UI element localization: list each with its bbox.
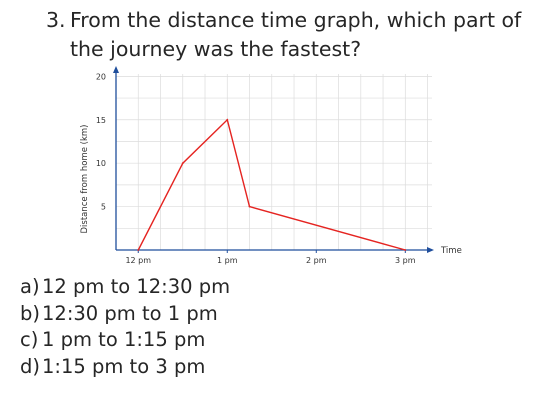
option-a-text: 12 pm to 12:30 pm — [42, 275, 231, 298]
x-tick-label: 3 pm — [395, 256, 416, 265]
question-line-2: the journey was the fastest? — [70, 37, 362, 61]
y-tick-label: 10 — [96, 159, 106, 168]
option-c[interactable]: c) 1 pm to 1:15 pm — [20, 327, 230, 354]
distance-time-chart-svg: 5 10 15 20 12 pm 1 pm 2 pm 3 pm Time Distance fro… — [80, 66, 462, 265]
data-point — [404, 249, 407, 251]
question-line-1: From the distance time graph, which part… — [70, 8, 522, 32]
answer-options: a) 12 pm to 12:30 pm b) 12:30 pm to 1 pm c… — [20, 274, 230, 380]
data-point — [226, 118, 229, 121]
option-c-letter: c) — [20, 328, 39, 351]
option-c-text: 1 pm to 1:15 pm — [42, 328, 206, 351]
y-axis-arrow-icon — [113, 66, 119, 73]
x-tick-label: 2 pm — [306, 256, 327, 265]
option-a-letter: a) — [20, 275, 40, 298]
x-axis-title: Time — [440, 246, 462, 256]
option-a[interactable]: a) 12 pm to 12:30 pm — [20, 274, 230, 301]
option-d[interactable]: d) 1:15 pm to 3 pm — [20, 354, 230, 381]
y-tick-label: 15 — [96, 116, 106, 125]
option-d-text: 1:15 pm to 3 pm — [42, 354, 206, 378]
data-point — [137, 249, 140, 251]
option-b[interactable]: b) 12:30 pm to 1 pm — [20, 301, 230, 328]
x-tick-label: 12 pm — [125, 256, 151, 265]
data-point — [248, 205, 251, 208]
x-axis-arrow-icon — [427, 247, 434, 253]
distance-time-graph: 5 10 15 20 12 pm 1 pm 2 pm 3 pm Time Distance fro… — [0, 62, 556, 272]
question-text: 3. From the distance time graph, which pa… — [46, 6, 551, 64]
option-b-letter: b) — [20, 301, 40, 325]
x-tick-label: 1 pm — [217, 256, 238, 265]
question-number: 3. — [46, 8, 66, 32]
data-point — [181, 162, 184, 165]
option-d-letter: d) — [20, 354, 40, 378]
y-axis-title: Distance from home (km) — [80, 125, 90, 234]
y-tick-label: 20 — [96, 72, 106, 81]
y-tick-label: 5 — [101, 203, 106, 212]
option-b-text: 12:30 pm to 1 pm — [42, 301, 218, 325]
